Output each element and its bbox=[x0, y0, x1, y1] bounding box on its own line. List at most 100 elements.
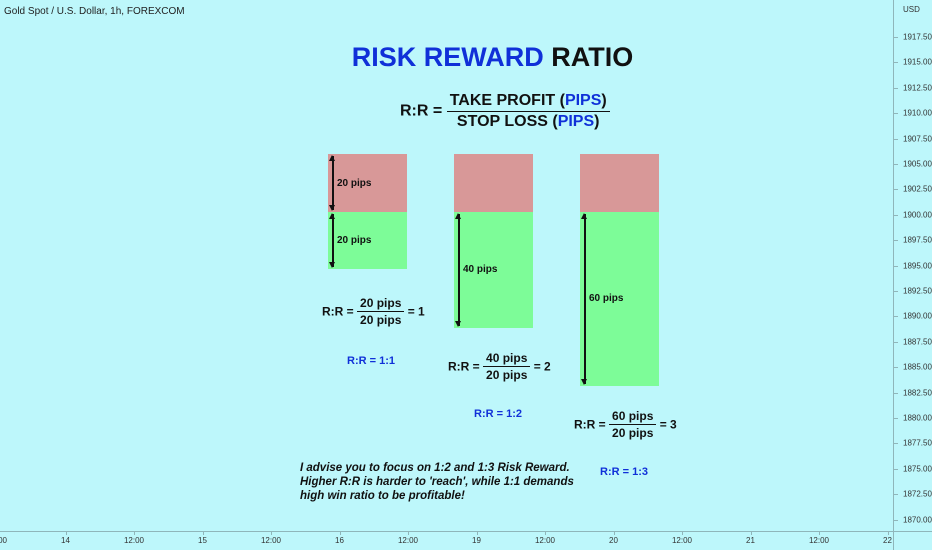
axis-corner bbox=[893, 531, 932, 550]
price-tick-label: 1890.00 bbox=[903, 311, 932, 321]
price-tick-label: 1900.00 bbox=[903, 210, 932, 220]
note-line-3: high win ratio to be profitable! bbox=[300, 490, 465, 502]
eq-lhs-2: R:R = bbox=[448, 359, 480, 374]
price-tick-label: 1912.50 bbox=[903, 83, 932, 93]
price-tick-label: 1910.00 bbox=[903, 108, 932, 118]
formula-fraction: TAKE PROFIT (PIPS) STOP LOSS (PIPS) bbox=[446, 92, 610, 131]
price-tick-mark bbox=[894, 443, 898, 445]
price-tick-label: 1897.50 bbox=[903, 235, 932, 245]
time-tick-label: 12:00 bbox=[397, 536, 419, 545]
title-risk-reward: RISK REWARD bbox=[351, 42, 544, 72]
eq-result-2: = 2 bbox=[533, 359, 551, 374]
eq-numerator-1: 20 pips bbox=[357, 296, 405, 312]
price-tick-mark bbox=[894, 494, 898, 496]
formula-denominator: STOP LOSS (PIPS) bbox=[447, 112, 610, 131]
price-tick-label: 1882.50 bbox=[903, 388, 932, 398]
price-tick-mark bbox=[894, 164, 898, 165]
time-tick-label: 21 bbox=[746, 536, 755, 545]
formula-numerator: TAKE PROFIT (PIPS) bbox=[446, 92, 610, 112]
denominator-text: STOP LOSS ( bbox=[456, 113, 558, 130]
take-profit-label-1: 20 pips bbox=[337, 235, 372, 246]
time-tick-mark bbox=[65, 532, 67, 535]
price-tick-mark bbox=[894, 291, 898, 292]
price-tick-mark bbox=[894, 214, 898, 216]
chart-area[interactable]: Gold Spot / U.S. Dollar, 1h, FOREXCOM RI… bbox=[0, 0, 893, 531]
time-tick-mark bbox=[819, 532, 820, 535]
time-tick-label: 12:00 bbox=[671, 536, 693, 545]
time-tick-label: 12:00 bbox=[123, 536, 145, 545]
eq-fraction-2: 40 pips 20 pips bbox=[483, 351, 531, 382]
numerator-unit: PIPS bbox=[564, 92, 602, 109]
price-tick-label: 1870.00 bbox=[903, 515, 932, 525]
eq-fraction-3: 60 pips 20 pips bbox=[609, 409, 657, 440]
stop-loss-zone-3[interactable] bbox=[580, 154, 659, 212]
symbol-title: Gold Spot / U.S. Dollar, 1h, FOREXCOM bbox=[4, 6, 185, 17]
time-tick-label: 14 bbox=[61, 536, 70, 545]
price-tick-label: 1877.50 bbox=[903, 438, 932, 448]
time-tick-mark bbox=[339, 532, 341, 535]
price-tick-mark bbox=[894, 265, 898, 267]
stop-loss-arrow-1 bbox=[329, 155, 335, 211]
time-tick-label: 12:00 bbox=[0, 536, 8, 545]
eq-result-3: = 3 bbox=[659, 417, 677, 432]
currency-label: USD bbox=[903, 5, 920, 14]
rr-ratio-2: R:R = 1:2 bbox=[474, 408, 522, 420]
time-tick-label: 22 bbox=[883, 536, 892, 545]
price-tick-mark bbox=[894, 341, 898, 343]
time-tick-mark bbox=[682, 532, 683, 535]
time-tick-label: 12:00 bbox=[808, 536, 830, 545]
numerator-close: ) bbox=[601, 92, 607, 109]
time-tick-mark bbox=[408, 532, 409, 535]
price-tick-mark bbox=[894, 418, 898, 419]
note-line-2: Higher R:R is harder to 'reach', while 1… bbox=[300, 476, 574, 488]
page-title: RISK REWARD RATIO bbox=[0, 42, 932, 73]
eq-result-1: = 1 bbox=[407, 304, 425, 319]
rr-equation-1: R:R = 20 pips 20 pips = 1 bbox=[322, 296, 425, 327]
take-profit-arrow-1 bbox=[329, 213, 335, 268]
eq-numerator-2: 40 pips bbox=[483, 351, 531, 367]
price-tick-mark bbox=[894, 87, 898, 89]
stop-loss-zone-1[interactable] bbox=[328, 154, 407, 212]
price-tick-mark bbox=[894, 138, 898, 140]
time-tick-mark bbox=[202, 532, 204, 535]
take-profit-zone-1[interactable] bbox=[328, 212, 407, 269]
price-tick-mark bbox=[894, 519, 898, 521]
time-tick-label: 12:00 bbox=[260, 536, 282, 545]
take-profit-label-3: 60 pips bbox=[589, 293, 624, 304]
rr-ratio-3: R:R = 1:3 bbox=[600, 466, 648, 478]
time-tick-mark bbox=[134, 532, 135, 535]
price-tick-mark bbox=[894, 189, 898, 191]
time-tick-mark bbox=[545, 532, 546, 535]
denominator-unit: PIPS bbox=[557, 113, 595, 130]
time-tick-mark bbox=[750, 532, 752, 535]
time-tick-label: 16 bbox=[335, 536, 344, 545]
stop-loss-zone-2[interactable] bbox=[454, 154, 533, 212]
take-profit-arrow-2 bbox=[455, 213, 461, 327]
eq-denominator-1: 20 pips bbox=[360, 313, 402, 327]
price-tick-mark bbox=[894, 113, 898, 115]
rr-equation-3: R:R = 60 pips 20 pips = 3 bbox=[574, 409, 677, 440]
take-profit-zone-3[interactable] bbox=[580, 212, 659, 386]
eq-denominator-3: 20 pips bbox=[612, 426, 654, 440]
time-tick-mark bbox=[476, 532, 478, 535]
time-axis[interactable]: 12:00 14 12:00 15 12:00 16 12:00 19 12:00 20 12:00… bbox=[0, 531, 893, 550]
price-tick-label: 1917.50 bbox=[903, 32, 932, 42]
eq-lhs-1: R:R = bbox=[322, 304, 354, 319]
eq-numerator-3: 60 pips bbox=[609, 409, 657, 425]
title-ratio: RATIO bbox=[551, 42, 634, 72]
price-tick-label: 1907.50 bbox=[903, 134, 932, 144]
eq-fraction-1: 20 pips 20 pips bbox=[357, 296, 405, 327]
numerator-text: TAKE PROFIT ( bbox=[449, 92, 565, 109]
stop-loss-label-1: 20 pips bbox=[337, 178, 372, 189]
price-tick-label: 1892.50 bbox=[903, 286, 932, 296]
price-tick-mark bbox=[894, 392, 898, 394]
take-profit-zone-2[interactable] bbox=[454, 212, 533, 328]
eq-lhs-3: R:R = bbox=[574, 417, 606, 432]
denominator-close: ) bbox=[594, 113, 600, 130]
price-axis[interactable]: USD 1917.50 1915.00 1912.50 1910.00 1907.50 1… bbox=[893, 0, 932, 531]
price-tick-label: 1872.50 bbox=[903, 489, 932, 499]
take-profit-arrow-3 bbox=[581, 213, 587, 385]
price-tick-label: 1885.00 bbox=[903, 362, 932, 372]
advice-note: I advise you to focus on 1:2 and 1:3 Ris… bbox=[300, 461, 574, 503]
note-line-1: I advise you to focus on 1:2 and 1:3 Ris… bbox=[300, 462, 570, 474]
